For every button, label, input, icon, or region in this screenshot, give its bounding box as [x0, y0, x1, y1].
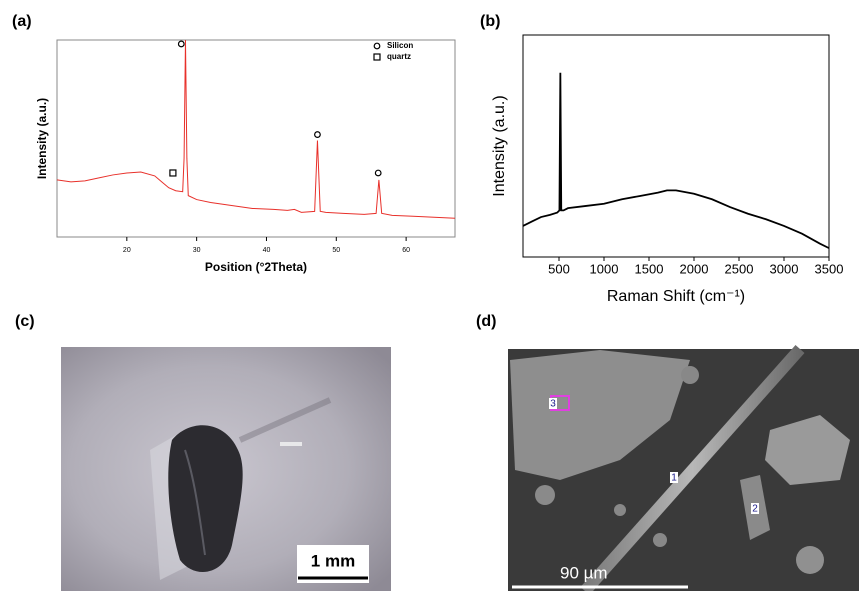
x-tick-label: 1500	[635, 261, 664, 276]
x-tick-label: 2500	[725, 261, 754, 276]
x-tick-label: 2000	[680, 261, 709, 276]
marker-label: 3	[550, 399, 556, 410]
x-axis-label: Position (°2Theta)	[205, 260, 307, 274]
legend-label: Silicon	[387, 41, 413, 50]
photo-c: 1 mm	[61, 347, 391, 591]
marker	[170, 170, 176, 176]
photo-d: 3 1 2 90 µm	[508, 349, 859, 591]
y-axis-label: Intensity (a.u.)	[491, 95, 508, 196]
x-tick-label: 50	[332, 247, 340, 254]
x-tick-label: 30	[193, 247, 201, 254]
scale-bar-label: 1 mm	[311, 551, 355, 570]
scale-bar-label: 90 µm	[560, 563, 608, 582]
legend-label: quartz	[387, 52, 411, 61]
data-line	[57, 40, 455, 218]
data-line	[523, 73, 829, 248]
x-tick-label: 3500	[815, 261, 844, 276]
x-tick-label: 20	[123, 247, 131, 254]
marker	[315, 132, 321, 138]
panel-label: (a)	[12, 13, 32, 30]
y-axis-label: Intensity (a.u.)	[35, 98, 49, 179]
panel-label: (d)	[476, 313, 496, 330]
marker	[374, 43, 380, 49]
plot-frame	[57, 40, 455, 237]
marker-label: 2	[752, 504, 758, 515]
x-tick-label: 40	[263, 247, 271, 254]
figure: (a) (b) (c) (d) 1 mm 3 1 2 90 µm 20 30 40	[0, 0, 859, 591]
x-tick-label: 3000	[770, 261, 799, 276]
panel-label: (b)	[480, 13, 500, 30]
marker	[178, 41, 184, 47]
plot-frame	[523, 35, 829, 257]
marker	[374, 54, 380, 60]
x-tick-label: 60	[402, 247, 410, 254]
marker-label: 1	[671, 473, 677, 484]
x-tick-label: 1000	[590, 261, 619, 276]
panel-label: (c)	[15, 313, 35, 330]
marker	[375, 170, 381, 176]
x-axis-label: Raman Shift (cm⁻¹)	[607, 288, 745, 305]
x-tick-label: 500	[548, 261, 570, 276]
